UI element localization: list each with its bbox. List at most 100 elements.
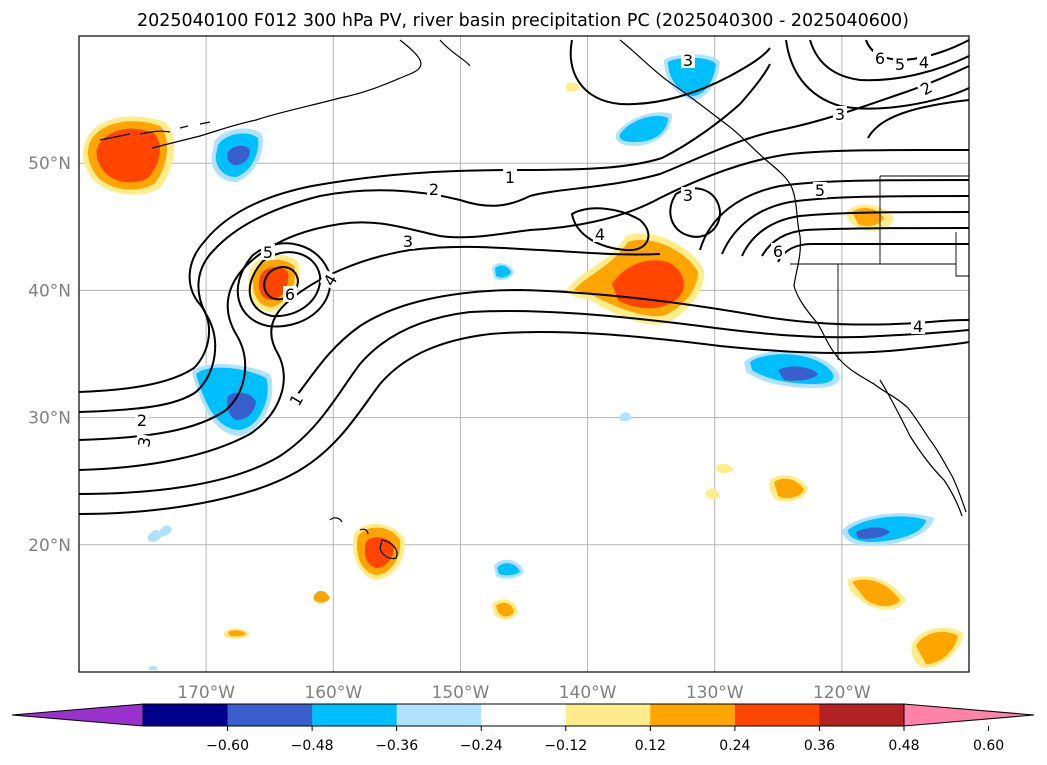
pv-contour-5	[79, 309, 969, 495]
precip-anomaly-negative	[668, 57, 716, 96]
pv-contour-label: 2	[137, 411, 147, 430]
precip-anomaly-positive	[612, 260, 684, 309]
precip-anomaly-positive	[96, 128, 160, 183]
precip-anomaly-positive	[228, 630, 246, 637]
precip-anomaly-positive	[716, 463, 734, 473]
coastline-se-alaska	[619, 39, 793, 189]
precip-anomaly-negative	[856, 527, 890, 539]
colorbar-bin	[396, 704, 482, 726]
colorbar-tick-label: 0.36	[804, 738, 835, 754]
colorbar-tick-label: −0.48	[291, 738, 334, 754]
contour-label-bg	[813, 182, 827, 198]
precip-anomaly-negative	[778, 366, 818, 381]
coastlines	[99, 39, 969, 560]
precip-anomaly-positive	[774, 478, 804, 498]
precip-anomaly-negative	[620, 412, 632, 422]
lon-tick-label: 160°W	[304, 683, 362, 703]
contour-label-bg	[285, 389, 307, 411]
pv-contour-north-2	[809, 39, 969, 82]
pv-contour-label: 3	[835, 105, 845, 124]
colorbar-bin	[227, 704, 313, 726]
pv-contour-label: 5	[895, 55, 905, 74]
precip-anomaly-negative	[495, 265, 511, 278]
pv-contour-label: 3	[134, 435, 154, 448]
contour-label-bg	[873, 50, 887, 66]
pv-contour-east-2	[721, 195, 969, 255]
pv-contour-3	[79, 149, 969, 441]
colorbar-frame	[142, 703, 905, 727]
contour-label-bg	[917, 54, 931, 70]
precip-anomaly-positive	[852, 579, 900, 606]
contour-label-bg	[911, 318, 925, 334]
colorbar-tick-label: 0.48	[888, 738, 919, 754]
precip-anomaly-positive	[916, 631, 958, 664]
pv-contour-1	[79, 63, 771, 393]
colorbar-extend-low	[11, 703, 144, 727]
colorbar-tick-label: −0.60	[206, 738, 249, 754]
pv-contour-label: 3	[683, 186, 693, 205]
lat-tick-label: 50°N	[28, 154, 71, 174]
contour-label-bg	[915, 77, 937, 99]
pv-contour-label: 4	[919, 53, 929, 72]
pv-contours	[79, 39, 969, 515]
contour-label-bg	[401, 233, 415, 249]
contour-label-bg	[893, 56, 907, 72]
contour-label-bg	[261, 244, 275, 260]
pv-contour-label: 3	[683, 51, 693, 70]
pv-contour-label: 6	[773, 242, 783, 261]
pv-contour-east-5	[777, 242, 969, 263]
precip-anomaly-negative	[227, 145, 250, 166]
lon-tick-label: 140°W	[559, 683, 617, 703]
contour-label-bg	[681, 187, 695, 203]
colorbar-extend-high	[903, 703, 1035, 727]
precip-anomaly-positive	[496, 602, 514, 617]
pv-contour-label: 4	[595, 225, 605, 244]
colorbar-tick-label: 0.24	[719, 738, 750, 754]
coastline-pacific-northwest	[791, 187, 967, 513]
colorbar-bin	[312, 704, 398, 726]
latitude-tick-labels: 20°N 30°N 40°N 50°N	[28, 154, 71, 556]
coastline-hawaii	[329, 517, 398, 560]
lon-tick-label: 150°W	[432, 683, 490, 703]
colorbar-bin	[650, 704, 736, 726]
colorbar: −0.60 −0.48 −0.36 −0.24 −0.12 0.12 0.24 0.36 0.4…	[11, 703, 1035, 754]
pv-contour-cutoff-low-1	[248, 251, 322, 318]
state-borders	[790, 175, 969, 360]
colorbar-bin	[565, 704, 651, 726]
colorbar-bin	[819, 704, 905, 726]
colorbar-bin	[481, 704, 567, 726]
colorbar-tick-label: −0.24	[460, 738, 503, 754]
pv-contour-6	[79, 330, 969, 515]
colorbar-bin	[143, 704, 229, 726]
pv-contour-label: 6	[875, 49, 885, 68]
precip-anomaly-negative	[619, 115, 668, 142]
coastline-aleutians	[99, 121, 211, 141]
lon-tick-label: 120°W	[813, 683, 871, 703]
pv-contour-label: 1	[505, 168, 515, 187]
lon-tick-label: 130°W	[686, 683, 744, 703]
pv-contour-label: 5	[815, 181, 825, 200]
precip-anomaly-negative	[148, 530, 162, 543]
contour-label-bg	[681, 52, 695, 68]
contour-label-bg	[593, 226, 607, 242]
contour-label-bg	[319, 269, 341, 291]
precip-anomaly-negative	[148, 665, 158, 670]
contour-label-bg	[134, 433, 154, 451]
contour-label-bg	[283, 286, 297, 302]
coastline-baja	[879, 379, 963, 517]
longitude-tick-labels: 170°W 160°W 150°W 140°W 130°W 120°W	[177, 683, 871, 703]
precip-anomaly-positive	[706, 488, 720, 499]
coastline-alaska	[151, 39, 422, 149]
lat-tick-label: 20°N	[28, 536, 71, 556]
pv-contour-2	[79, 65, 969, 413]
pv-contour-label: 3	[403, 232, 413, 251]
precip-anomaly-positive	[364, 537, 394, 568]
colorbar-bin	[734, 704, 820, 726]
precip-anomaly-negative	[497, 563, 520, 576]
colorbar-tick-label: 0.60	[973, 738, 1004, 754]
lon-tick-label: 170°W	[177, 683, 235, 703]
lat-tick-label: 30°N	[28, 409, 71, 429]
colorbar-tick-label: 0.12	[635, 738, 666, 754]
